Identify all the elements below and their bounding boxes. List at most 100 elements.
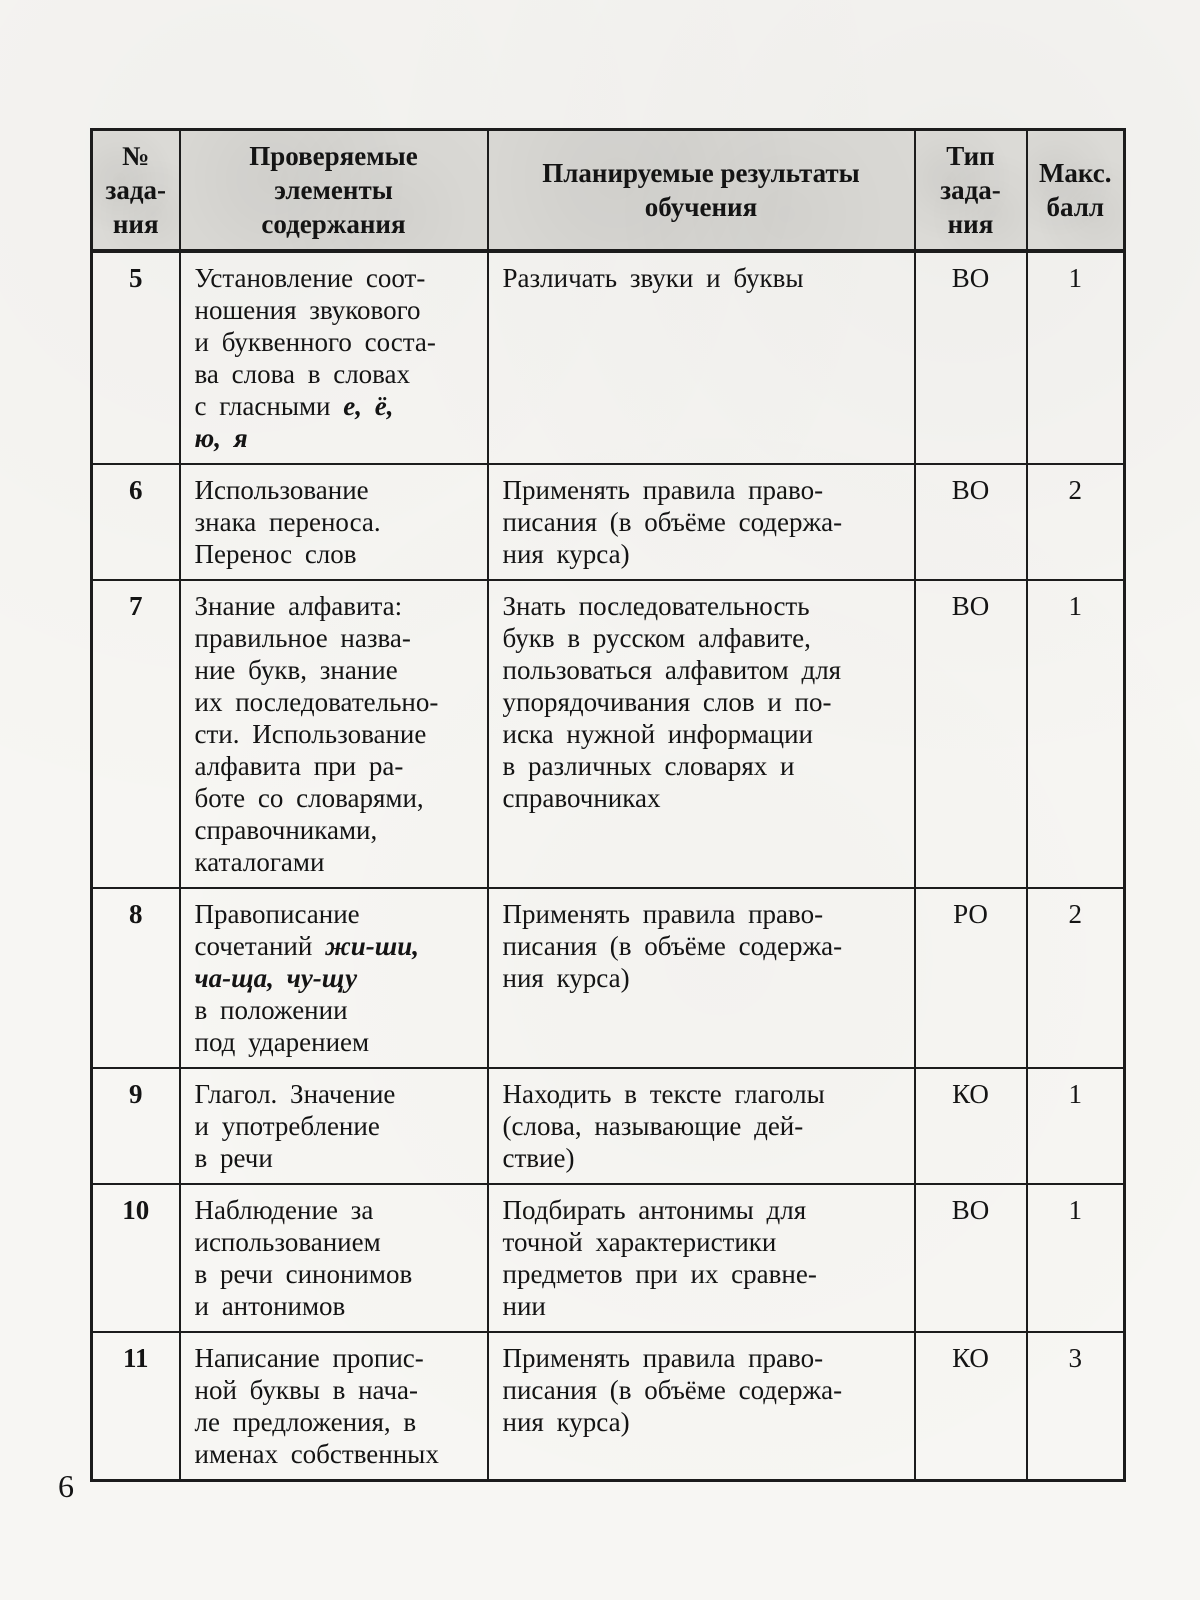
text-segment: справочниками, [194, 815, 378, 845]
cell-content-elements: Установление соот-ношения звукового и бук… [178, 250, 489, 465]
text-line: каталогами [195, 846, 479, 878]
text-segment: в речи синонимов [194, 1259, 413, 1289]
text-segment: каталогами [194, 847, 325, 877]
italic-term: ча-ща, чу-щу [194, 963, 358, 993]
text-line: в речи [195, 1142, 479, 1174]
text-line: Установление соот- [195, 262, 479, 294]
text-line: ю, я [195, 422, 479, 454]
text-line: ния курса) [502, 539, 630, 569]
cell-max-score: 1 [1025, 250, 1126, 465]
text-line: сочетаний жи-ши, [195, 930, 479, 962]
text-line: пользоваться алфавитом для [502, 655, 842, 685]
header-line: элементы [274, 175, 393, 205]
text-line: в положении [195, 994, 479, 1026]
text-segment: ле предложения, в [194, 1407, 417, 1437]
cell-planned-results: Применять правила право-писания (в объём… [486, 463, 916, 581]
text-line: ле предложения, в [195, 1406, 479, 1438]
text-line: писания (в объёме содержа- [502, 1375, 843, 1405]
text-line: Знать последовательность [502, 591, 810, 621]
text-line: Знание алфавита: [195, 590, 479, 622]
cell-task-number: 5 [90, 250, 181, 465]
italic-term: ю, я [194, 423, 248, 453]
table-row: 11 Написание пропис-ной буквы в нача-ле п… [90, 1331, 1126, 1482]
page-number: 6 [58, 1468, 74, 1504]
table-row: 10 Наблюдение за использованием в речи сино… [90, 1183, 1126, 1333]
text-line: Перенос слов [195, 538, 479, 570]
text-line: ние букв, знание [195, 654, 479, 686]
header-line: ния [947, 209, 994, 239]
text-line: и антонимов [195, 1290, 479, 1322]
text-segment: Использование [194, 475, 369, 505]
text-segment: их последовательно- [194, 687, 439, 717]
text-line: предметов при их сравне- [502, 1259, 817, 1289]
text-segment: и буквенного соста- [194, 327, 436, 357]
header-line: балл [1046, 192, 1105, 222]
text-segment: ва слова в словах [194, 359, 411, 389]
header-line: Макс. [1038, 158, 1112, 188]
text-line: букв в русском алфавите, [502, 623, 811, 653]
text-segment: ной буквы в нача- [194, 1375, 419, 1405]
cell-task-type: РО [913, 887, 1028, 1069]
text-line: Использование [195, 474, 479, 506]
table-body: 5 Установление соот-ношения звукового и бу… [90, 250, 1126, 1482]
text-segment: с гласными [194, 391, 344, 421]
table-row: 9 Глагол. Значение и употребление в речи Нах… [90, 1067, 1126, 1185]
cell-content-elements: Правописание сочетаний жи-ши, ча-ща, чу-щу… [178, 887, 489, 1069]
header-line: Планируемые результаты [542, 158, 860, 188]
text-line: ношения звукового [195, 294, 479, 326]
header-task-number: № зада-ния [90, 128, 181, 253]
header-task-type: Тип зада-ния [913, 128, 1028, 253]
cell-task-number: 6 [90, 463, 181, 581]
text-line: Находить в тексте глаголы [502, 1079, 825, 1109]
text-segment: Знание алфавита: [194, 591, 403, 621]
text-segment: использованием [194, 1227, 381, 1257]
cell-task-number: 11 [90, 1331, 181, 1482]
text-line: ча-ща, чу-щу [195, 962, 479, 994]
text-line: в различных словарях и [502, 751, 795, 781]
text-segment: ношения звукового [194, 295, 421, 325]
header-row: № зада-ния Проверяемые элементы содержания … [90, 128, 1126, 253]
cell-planned-results: Знать последовательность букв в русском а… [486, 579, 916, 889]
text-line: и употребление [195, 1110, 479, 1142]
text-line: писания (в объёме содержа- [502, 931, 843, 961]
text-line: упорядочивания слов и по- [502, 687, 832, 717]
text-line: под ударением [195, 1026, 479, 1058]
text-line: Правописание [195, 898, 479, 930]
text-segment: Написание пропис- [194, 1343, 424, 1373]
specification-table: № зада-ния Проверяемые элементы содержания … [90, 128, 1126, 1482]
cell-task-number: 9 [90, 1067, 181, 1185]
header-line: Тип [946, 141, 995, 171]
cell-task-type: ВО [913, 1183, 1028, 1333]
text-line: боте со словарями, [195, 782, 479, 814]
cell-planned-results: Применять правила право-писания (в объём… [486, 887, 916, 1069]
text-segment: боте со словарями, [194, 783, 424, 813]
cell-content-elements: Наблюдение за использованием в речи синони… [178, 1183, 489, 1333]
cell-task-type: КО [913, 1331, 1028, 1482]
cell-planned-results: Различать звуки и буквы [486, 250, 916, 465]
table-row: 8 Правописание сочетаний жи-ши, ча-ща, чу-щ… [90, 887, 1126, 1069]
header-line: зада- [940, 175, 1001, 205]
text-line: точной характеристики [502, 1227, 777, 1257]
text-line: справочниками, [195, 814, 479, 846]
text-line: их последовательно- [195, 686, 479, 718]
table-row: 5 Установление соот-ношения звукового и бу… [90, 250, 1126, 465]
text-line: Применять правила право- [502, 475, 824, 505]
cell-task-number: 7 [90, 579, 181, 889]
header-line: содержания [261, 209, 406, 239]
table-row: 7 Знание алфавита: правильное назва-ние бу… [90, 579, 1126, 889]
text-line: Подбирать антонимы для [502, 1195, 807, 1225]
cell-task-number: 8 [90, 887, 181, 1069]
header-line: обучения [644, 192, 758, 222]
cell-content-elements: Знание алфавита: правильное назва-ние бук… [178, 579, 489, 889]
text-line: использованием [195, 1226, 479, 1258]
text-line: Различать звуки и буквы [502, 263, 804, 293]
header-content-elements: Проверяемые элементы содержания [178, 128, 489, 253]
cell-max-score: 1 [1025, 579, 1126, 889]
text-segment: и антонимов [194, 1291, 346, 1321]
text-line: ва слова в словах [195, 358, 479, 390]
text-segment: Правописание [194, 899, 360, 929]
text-line: Написание пропис- [195, 1342, 479, 1374]
text-segment: в речи [194, 1143, 273, 1173]
header-max-score: Макс. балл [1025, 128, 1126, 253]
